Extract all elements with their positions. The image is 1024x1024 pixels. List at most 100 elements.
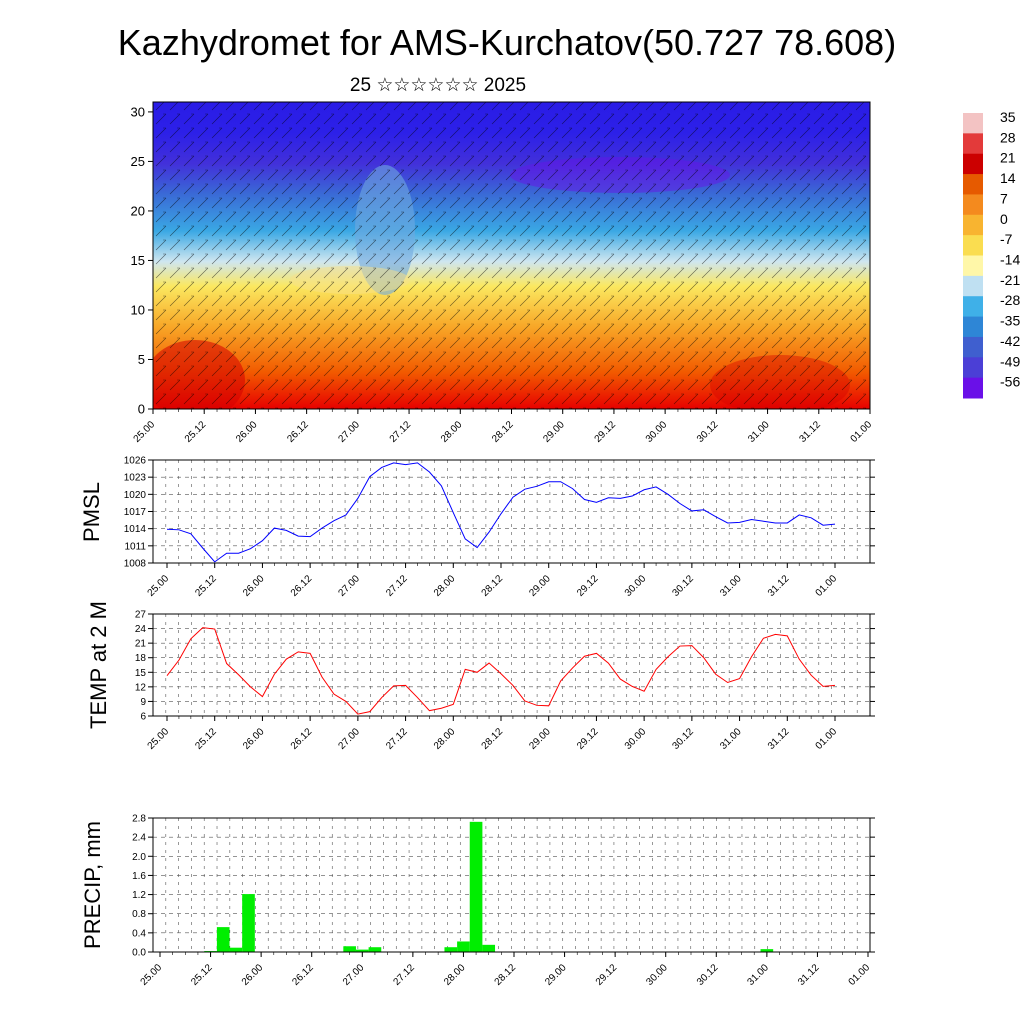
x-tick-label: 26.00 xyxy=(240,962,266,988)
x-tick-label: 27.00 xyxy=(337,726,363,752)
x-tick-label: 30.00 xyxy=(623,573,649,599)
colorbar-swatch xyxy=(963,113,983,134)
x-tick-label: 29.12 xyxy=(594,962,620,988)
x-tick-label: 28.12 xyxy=(490,419,516,445)
precip-bar xyxy=(242,894,255,952)
y-tick-label: 1017 xyxy=(124,507,147,518)
precip-bar xyxy=(368,947,382,952)
y-tick-label: 0.0 xyxy=(132,948,146,959)
chart-subtitle: 25 ☆☆☆☆☆☆ 2025 xyxy=(350,75,526,96)
y-tick-label: 2.0 xyxy=(132,852,146,863)
x-tick-label: 30.12 xyxy=(695,962,721,988)
colorbar-label: 28 xyxy=(1000,129,1016,145)
x-tick-label: 27.00 xyxy=(341,962,367,988)
x-tick-label: 31.12 xyxy=(766,726,792,752)
y-tick-label: 15 xyxy=(135,668,147,679)
colorbar-swatch xyxy=(963,316,983,338)
y-tick-label: 21 xyxy=(135,639,147,650)
precip-bar xyxy=(229,947,243,952)
colorbar-label: 14 xyxy=(1000,170,1016,186)
y-tick-label: 20 xyxy=(131,203,145,218)
x-tick-label: 26.12 xyxy=(290,962,316,988)
x-tick-label: 26.00 xyxy=(241,573,267,599)
y-tick-label: 1014 xyxy=(124,524,147,535)
precip-bar xyxy=(482,944,496,952)
x-tick-label: 30.00 xyxy=(623,726,649,752)
x-tick-label: 29.00 xyxy=(527,726,553,752)
x-tick-label: 26.00 xyxy=(234,419,260,445)
wind-barbs-overlay xyxy=(153,102,870,409)
colorbar-swatch xyxy=(963,194,983,216)
colorbar-label: -42 xyxy=(1000,333,1020,349)
colorbar-swatch xyxy=(963,153,983,175)
precip-bars xyxy=(204,821,774,952)
colorbar-label: -56 xyxy=(1000,374,1020,390)
series-line xyxy=(166,462,836,563)
y-tick-label: 2.4 xyxy=(132,833,146,844)
x-tick-label: 28.12 xyxy=(480,726,506,752)
chart-title: Kazhydromet for AMS-Kurchatov(50.727 78.… xyxy=(118,22,896,63)
x-tick-label: 26.12 xyxy=(289,573,315,599)
x-tick-label: 26.12 xyxy=(289,726,315,752)
x-tick-label: 29.12 xyxy=(575,573,601,599)
colorbar-label: -14 xyxy=(1000,252,1020,268)
y-tick-label: 5 xyxy=(138,352,145,367)
precip-bar xyxy=(355,949,369,952)
precip-x-axis: 25.00 25.12 26.00 26.12 27.00 27.12 28.00 28.12… xyxy=(139,952,873,988)
x-tick-label: 30.12 xyxy=(695,419,721,445)
x-tick-label: 30.00 xyxy=(644,962,670,988)
colorbar-swatch xyxy=(963,357,983,379)
pmsl-x-axis: 25.00 25.12 26.00 26.12 27.00 27.12 28.00 28.12… xyxy=(146,563,839,599)
x-tick-label: 29.12 xyxy=(575,726,601,752)
y-tick-label: 10 xyxy=(131,302,145,317)
x-tick-label: 25.00 xyxy=(139,962,165,988)
colorbar-swatch xyxy=(963,133,983,155)
precip-frame xyxy=(152,817,871,953)
x-tick-label: 27.00 xyxy=(337,419,363,445)
x-tick-label: 31.00 xyxy=(746,419,772,445)
pmsl-series xyxy=(166,462,836,563)
temp-x-axis: 25.00 25.12 26.00 26.12 27.00 27.12 28.00 28.12… xyxy=(146,716,840,752)
colorbar-label: -35 xyxy=(1000,313,1020,329)
y-tick-label: 1020 xyxy=(124,490,147,501)
y-tick-label: 24 xyxy=(135,624,147,635)
colorbar-swatch xyxy=(963,275,983,297)
colorbar-label: -7 xyxy=(1000,231,1013,247)
precip-panel: PRECIP, mm 0.0 0.4 0.8 1.2 1.6 2.0 2.4 2.8 25.0… xyxy=(80,814,875,988)
colorbar-label: 35 xyxy=(1000,109,1016,125)
precip-bar xyxy=(444,947,458,952)
colorbar-label: 7 xyxy=(1000,190,1008,206)
y-tick-label: 27 xyxy=(135,610,147,621)
colorbar-swatch xyxy=(963,377,983,399)
series-line xyxy=(166,627,836,715)
x-tick-label: 01.00 xyxy=(847,962,873,988)
precip-bar xyxy=(343,946,356,952)
x-tick-label: 27.12 xyxy=(388,419,414,445)
temp-frame xyxy=(152,613,871,717)
x-tick-label: 25.12 xyxy=(193,573,219,599)
y-tick-label: 0.4 xyxy=(132,928,146,939)
temp-series xyxy=(166,627,836,715)
y-tick-label: 1011 xyxy=(124,541,146,552)
colorbar-swatch xyxy=(963,336,983,358)
heatmap-x-axis: 25.00 25.12 26.00 26.12 27.00 27.12 28.00 28.12… xyxy=(132,409,874,445)
precip-grid xyxy=(152,817,871,953)
x-tick-label: 30.12 xyxy=(671,726,697,752)
precip-y-axis: 0.0 0.4 0.8 1.2 1.6 2.0 2.4 2.8 xyxy=(132,814,875,959)
x-tick-label: 28.00 xyxy=(439,419,465,445)
colorbar-label: -21 xyxy=(1000,272,1020,288)
y-tick-label: 2.8 xyxy=(132,814,146,825)
x-tick-label: 29.12 xyxy=(593,419,619,445)
x-tick-label: 31.12 xyxy=(796,962,822,988)
precip-bar xyxy=(469,821,483,952)
x-tick-label: 27.12 xyxy=(392,962,418,988)
y-tick-label: 6 xyxy=(140,712,146,723)
temp-y-axis: 6 9 12 15 18 21 24 27 xyxy=(135,610,875,723)
x-tick-label: 28.00 xyxy=(442,962,468,988)
x-tick-label: 27.12 xyxy=(384,726,410,752)
x-tick-label: 01.00 xyxy=(814,726,840,752)
heatmap-panel: 0 5 10 15 20 25 30 25.00 25.12 26.00 26.12 27.00 27… xyxy=(131,101,874,445)
x-tick-label: 25.12 xyxy=(193,726,219,752)
precip-bar xyxy=(457,941,470,952)
